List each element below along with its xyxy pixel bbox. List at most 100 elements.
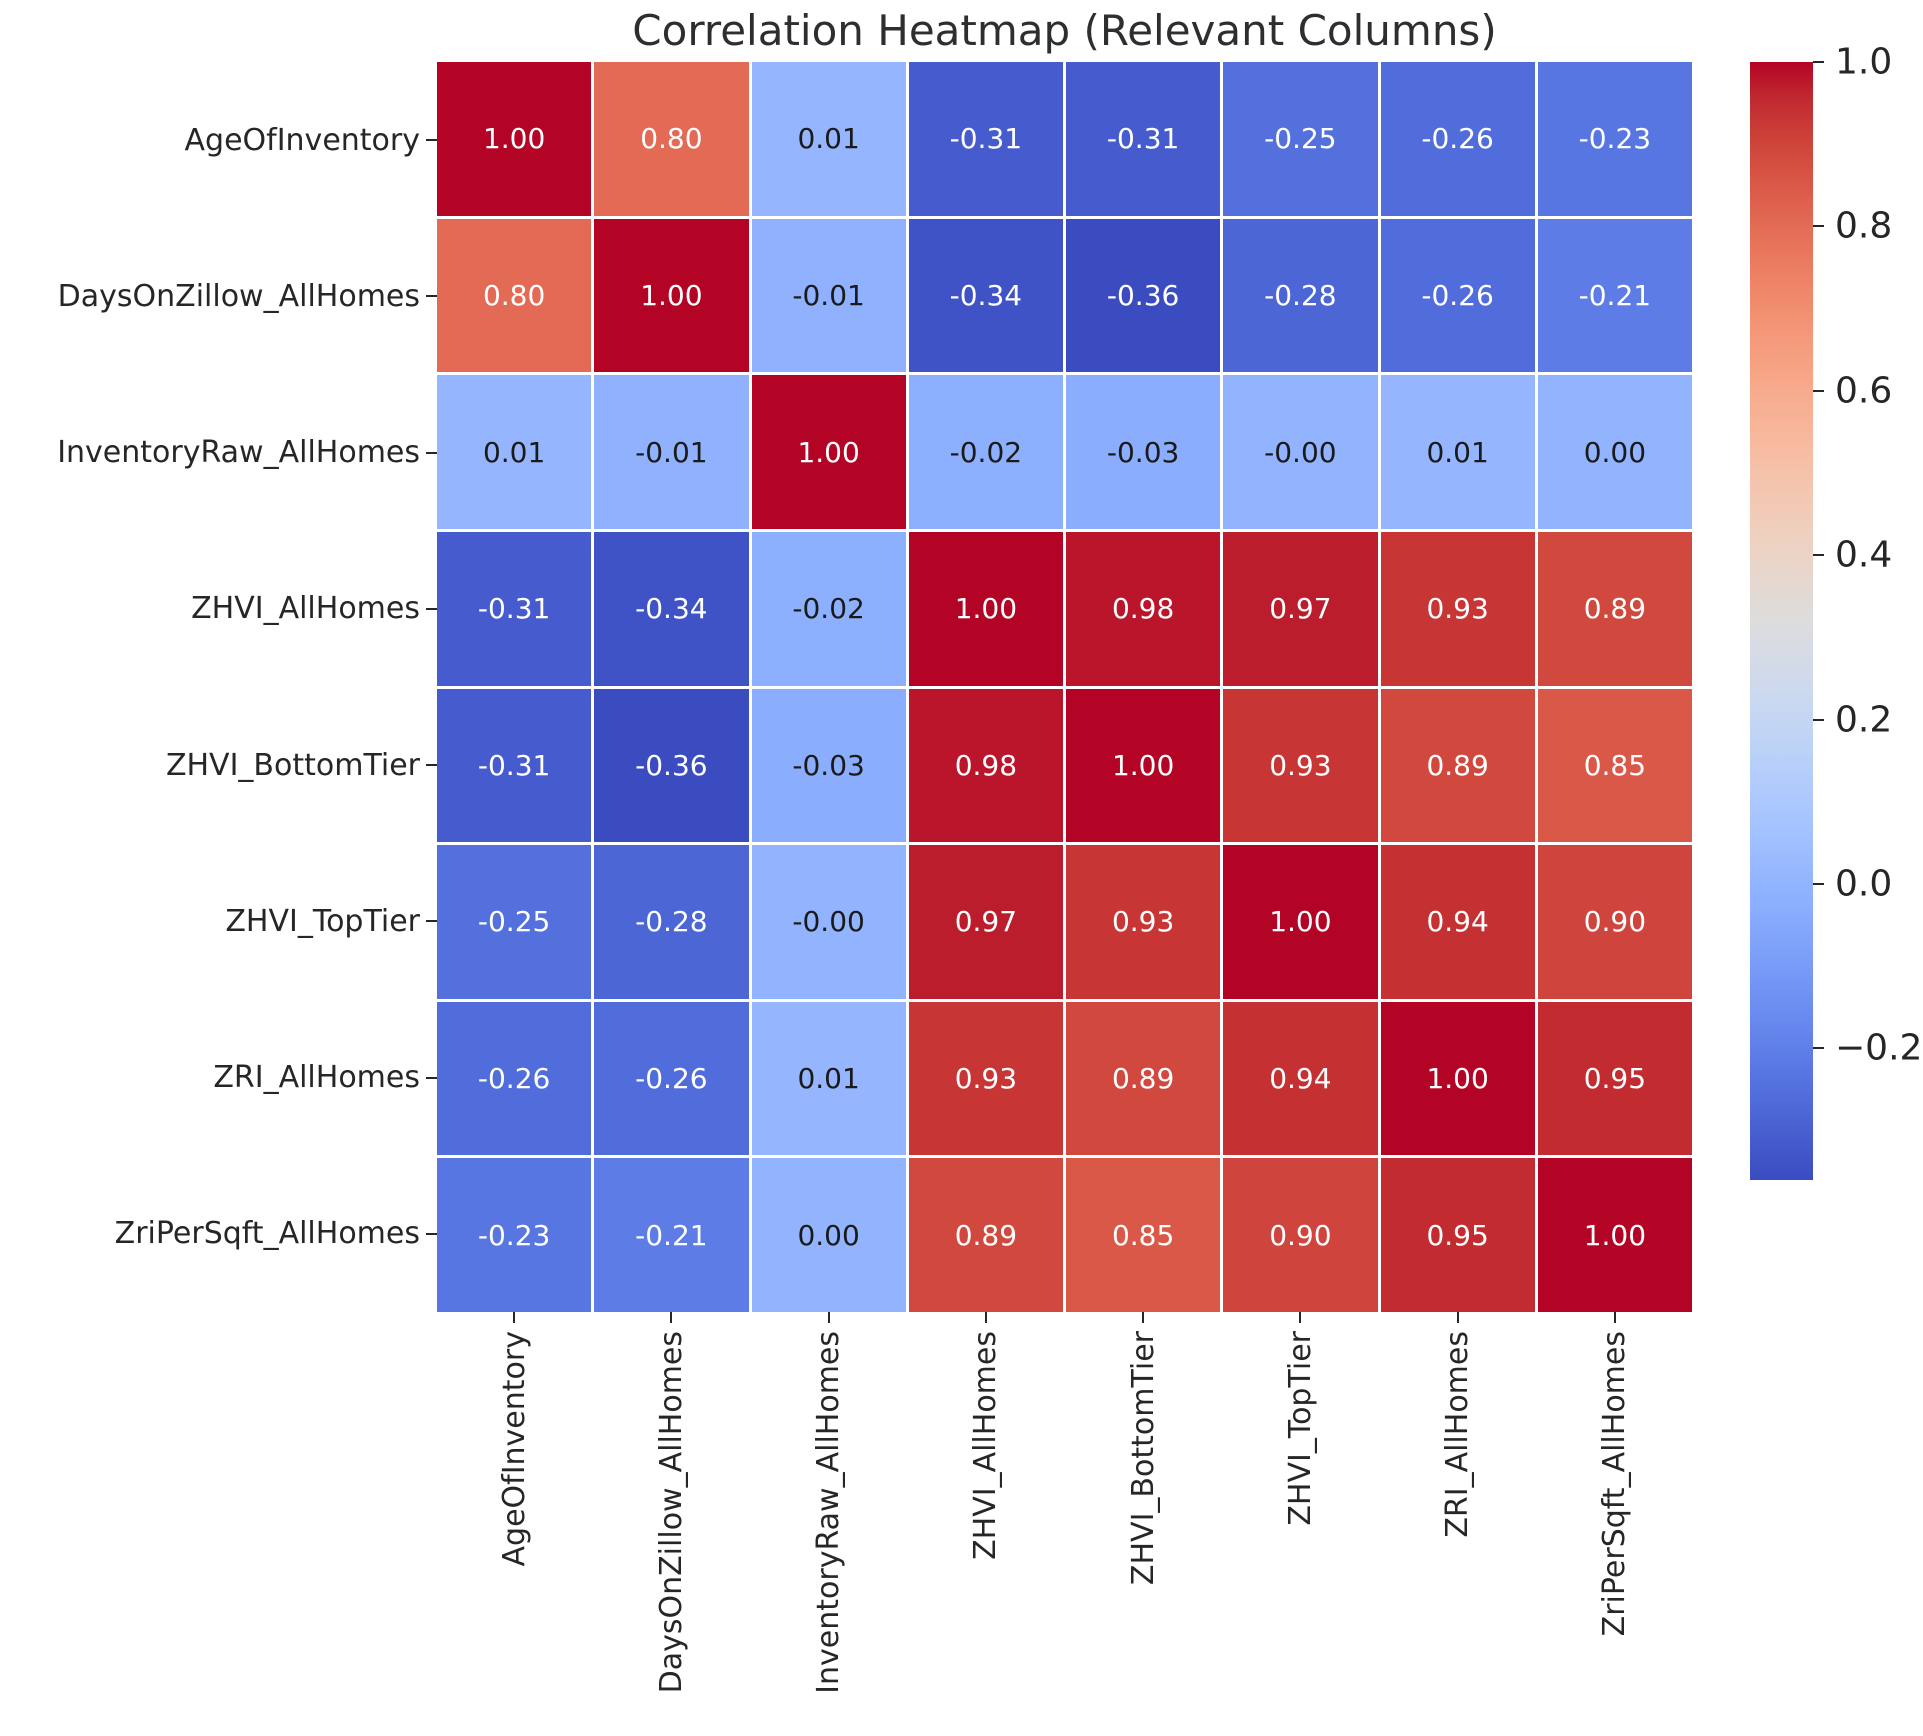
heatmap-cell: -0.31: [1066, 62, 1221, 216]
y-tick-mark: [426, 843, 437, 999]
y-axis-label: InventoryRaw_AllHomes: [57, 435, 420, 471]
heatmap-cell: -0.03: [1066, 375, 1221, 529]
heatmap-cell: 1.00: [594, 218, 749, 373]
heatmap-cell: 0.93: [1380, 531, 1535, 686]
colorbar-tick-label: 0.0: [1835, 863, 1893, 905]
x-axis-label: ZHVI_AllHomes: [968, 1331, 1004, 1560]
heatmap-cell: -0.23: [437, 1158, 592, 1312]
heatmap-cell: -0.28: [594, 845, 749, 999]
colorbar-tick-mark: [1813, 883, 1824, 886]
x-axis-label: ZHVI_TopTier: [1282, 1331, 1318, 1526]
heatmap-cell: 0.90: [1223, 1158, 1378, 1312]
heatmap-cell: 0.98: [1066, 531, 1221, 686]
heatmap-grid: 1.00 0.80 0.01 -0.31 -0.31 -0.25 -0.26 -0.23 0.8…: [437, 62, 1692, 1312]
y-tick-mark: [426, 1156, 437, 1312]
heatmap-cell: 0.89: [1380, 688, 1535, 843]
colorbar-tick-mark: [1813, 1047, 1824, 1050]
heatmap-cell: -0.21: [594, 1158, 749, 1312]
y-axis-label: DaysOnZillow_AllHomes: [57, 278, 420, 314]
heatmap-cell: 0.97: [908, 845, 1063, 999]
heatmap-cell: 0.00: [1537, 375, 1692, 529]
colorbar-tick-mark: [1813, 225, 1824, 228]
heatmap-cell: 0.85: [1537, 688, 1692, 843]
y-axis-labels: AgeOfInventory DaysOnZillow_AllHomes Inven…: [0, 62, 420, 1312]
heatmap-cell: 0.00: [751, 1158, 906, 1312]
colorbar-ticks: 1.0 0.8 0.6 0.4 0.2 0.0 −0.2: [1813, 42, 1923, 1180]
y-axis-ticks: [426, 62, 437, 1312]
heatmap-cell: 0.01: [1380, 375, 1535, 529]
chart-title: Correlation Heatmap (Relevant Columns): [632, 6, 1497, 55]
y-axis-label: ZHVI_BottomTier: [165, 747, 420, 783]
colorbar-tick-label: 0.8: [1835, 205, 1893, 247]
heatmap-cell: 1.00: [908, 531, 1063, 686]
y-axis-label: ZHVI_TopTier: [225, 903, 420, 939]
heatmap-cell: 0.80: [437, 218, 592, 373]
x-tick-mark: [909, 1312, 1063, 1323]
x-tick-mark: [437, 1312, 591, 1323]
heatmap-cell: 0.90: [1537, 845, 1692, 999]
heatmap-cell: 0.93: [1223, 688, 1378, 843]
colorbar-tick-mark: [1813, 554, 1824, 557]
x-tick-mark: [1223, 1312, 1377, 1323]
heatmap-cell: 1.00: [437, 62, 592, 216]
heatmap-cell: -0.03: [751, 688, 906, 843]
heatmap-cell: 0.89: [1066, 1001, 1221, 1156]
y-axis-label: AgeOfInventory: [184, 122, 421, 158]
y-tick-mark: [426, 375, 437, 531]
heatmap-cell: 0.97: [1223, 531, 1378, 686]
heatmap-cell: -0.02: [751, 531, 906, 686]
colorbar-tick-mark: [1813, 718, 1824, 721]
x-tick-mark: [1538, 1312, 1692, 1323]
x-axis-label: ZRI_AllHomes: [1440, 1331, 1476, 1538]
x-tick-mark: [594, 1312, 748, 1323]
heatmap-cell: 1.00: [1223, 845, 1378, 999]
heatmap-cell: 1.00: [1537, 1158, 1692, 1312]
x-tick-mark: [752, 1312, 906, 1323]
x-tick-mark: [1381, 1312, 1535, 1323]
heatmap-cell: -0.26: [1380, 218, 1535, 373]
heatmap-cell: 1.00: [1380, 1001, 1535, 1156]
heatmap-cell: 0.89: [908, 1158, 1063, 1312]
heatmap-cell: -0.36: [1066, 218, 1221, 373]
colorbar-tick-label: −0.2: [1835, 1027, 1923, 1069]
heatmap-cell: -0.34: [908, 218, 1063, 373]
heatmap-cell: -0.36: [594, 688, 749, 843]
colorbar-tick-label: 1.0: [1835, 41, 1893, 83]
colorbar-tick-mark: [1813, 61, 1824, 63]
colorbar-tick-mark: [1813, 389, 1824, 392]
y-axis-label: ZRI_AllHomes: [213, 1060, 420, 1096]
heatmap-cell: -0.26: [437, 1001, 592, 1156]
y-tick-mark: [426, 218, 437, 374]
x-axis-label: AgeOfInventory: [496, 1331, 532, 1567]
heatmap-cell: -0.00: [1223, 375, 1378, 529]
y-tick-mark: [426, 1000, 437, 1156]
heatmap-cell: 0.94: [1380, 845, 1535, 999]
heatmap-cell: -0.02: [908, 375, 1063, 529]
heatmap-cell: 0.98: [908, 688, 1063, 843]
heatmap-cell: 1.00: [1066, 688, 1221, 843]
heatmap-cell: 0.93: [1066, 845, 1221, 999]
colorbar: [1750, 62, 1813, 1180]
heatmap-cell: -0.21: [1537, 218, 1692, 373]
heatmap-cell: 0.01: [751, 62, 906, 216]
x-axis-ticks: [437, 1312, 1692, 1323]
heatmap-cell: -0.31: [908, 62, 1063, 216]
y-tick-mark: [426, 687, 437, 843]
heatmap-cell: 0.95: [1380, 1158, 1535, 1312]
heatmap-cell: -0.23: [1537, 62, 1692, 216]
y-axis-label: ZriPerSqft_AllHomes: [114, 1216, 420, 1252]
y-tick-mark: [426, 531, 437, 687]
heatmap-cell: 0.80: [594, 62, 749, 216]
colorbar-tick-label: 0.4: [1835, 534, 1893, 576]
heatmap-cell: -0.31: [437, 531, 592, 686]
colorbar-tick-label: 0.6: [1835, 370, 1893, 412]
heatmap-cell: 0.01: [437, 375, 592, 529]
heatmap-cell: 0.85: [1066, 1158, 1221, 1312]
heatmap-cell: 0.94: [1223, 1001, 1378, 1156]
x-axis-labels: AgeOfInventory DaysOnZillow_AllHomes Inven…: [437, 1331, 1692, 1731]
heatmap-cell: -0.01: [594, 375, 749, 529]
heatmap-cell: -0.26: [1380, 62, 1535, 216]
x-tick-mark: [1066, 1312, 1220, 1323]
x-axis-label: InventoryRaw_AllHomes: [811, 1331, 847, 1694]
heatmap-cell: -0.25: [437, 845, 592, 999]
